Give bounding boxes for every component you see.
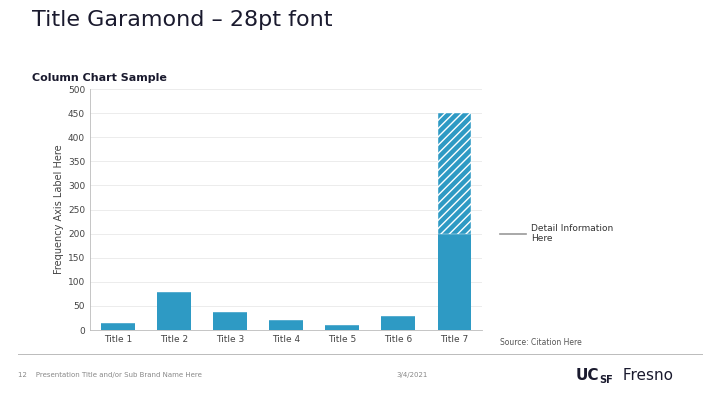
- Bar: [438, 234, 471, 330]
- Bar: [438, 113, 471, 234]
- Text: UC: UC: [576, 368, 600, 384]
- Text: SF: SF: [599, 375, 613, 385]
- Y-axis label: Frequency Axis Label Here: Frequency Axis Label Here: [54, 145, 64, 275]
- Bar: [269, 320, 303, 330]
- Bar: [102, 323, 135, 330]
- Text: 3/4/2021: 3/4/2021: [396, 372, 428, 377]
- Bar: [382, 315, 415, 330]
- Text: Title Garamond – 28pt font: Title Garamond – 28pt font: [32, 10, 333, 30]
- Text: Source: Citation Here: Source: Citation Here: [500, 338, 582, 347]
- Bar: [213, 312, 247, 330]
- Text: Column Chart Sample: Column Chart Sample: [32, 73, 167, 83]
- Text: Detail Information
Here: Detail Information Here: [531, 224, 613, 243]
- Bar: [325, 325, 359, 330]
- Text: Fresno: Fresno: [618, 368, 672, 384]
- Text: 12    Presentation Title and/or Sub Brand Name Here: 12 Presentation Title and/or Sub Brand N…: [18, 372, 202, 377]
- Bar: [157, 292, 191, 330]
